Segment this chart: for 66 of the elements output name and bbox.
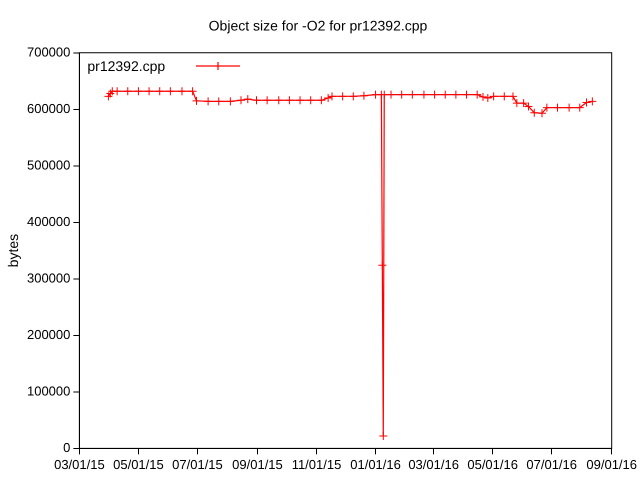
y-tick-label: 100000	[26, 383, 70, 398]
point	[380, 90, 389, 100]
point	[252, 96, 261, 105]
point	[348, 92, 358, 101]
point	[397, 90, 406, 100]
point	[500, 92, 509, 101]
point	[226, 96, 235, 106]
x-tick-label: 11/01/15	[292, 456, 342, 472]
point	[575, 103, 584, 112]
x-tick-label: 09/01/16	[586, 456, 638, 472]
y-tick-label: 600000	[26, 100, 70, 116]
point	[440, 90, 450, 100]
point	[359, 91, 368, 100]
x-tick-label: 07/01/16	[526, 456, 577, 472]
legend-label: pr12392.cpp	[87, 56, 166, 75]
point	[192, 96, 201, 106]
point	[378, 431, 388, 440]
x-tick-label: 05/01/16	[467, 456, 518, 472]
point	[243, 94, 252, 104]
point	[338, 92, 348, 101]
point	[236, 96, 246, 105]
x-tick-label: 07/01/15	[172, 456, 223, 472]
x-tick-label: 05/01/15	[113, 456, 164, 472]
point	[408, 90, 417, 100]
point	[166, 86, 175, 96]
point	[104, 92, 113, 101]
x-tick-label: 03/01/15	[54, 456, 105, 472]
y-axis-title: bytes	[4, 234, 21, 268]
point	[489, 92, 498, 101]
point	[371, 90, 380, 100]
y-tick-label: 700000	[26, 44, 70, 60]
point	[177, 86, 186, 96]
point	[419, 90, 428, 100]
y-tick-label: 200000	[26, 326, 70, 342]
point	[582, 98, 592, 108]
point	[378, 260, 387, 270]
chart-title: Object size for -O2 for pr12392.cpp	[208, 17, 428, 34]
point	[112, 86, 122, 96]
y-tick-label: 400000	[26, 214, 70, 229]
point	[144, 86, 154, 96]
point	[386, 90, 396, 100]
point	[274, 96, 284, 105]
x-tick-label: 09/01/15	[232, 456, 283, 472]
point	[306, 96, 316, 105]
point	[155, 86, 164, 96]
point	[538, 108, 547, 118]
x-tick-label: 03/01/16	[408, 456, 459, 472]
point	[316, 96, 326, 105]
point	[204, 96, 213, 106]
x-tick-label: 01/01/16	[350, 456, 401, 472]
point	[564, 103, 574, 112]
point	[296, 96, 305, 105]
point	[542, 103, 552, 112]
y-tick-label: 0	[63, 440, 70, 455]
point	[451, 90, 460, 100]
y-tick-label: 500000	[26, 157, 70, 172]
point	[134, 86, 143, 96]
point	[430, 90, 440, 100]
point	[214, 96, 224, 106]
point	[588, 96, 597, 106]
point	[462, 90, 472, 100]
point	[123, 86, 132, 96]
point	[284, 96, 294, 105]
point	[188, 86, 198, 96]
point	[262, 96, 272, 105]
y-tick-label: 300000	[26, 270, 70, 286]
